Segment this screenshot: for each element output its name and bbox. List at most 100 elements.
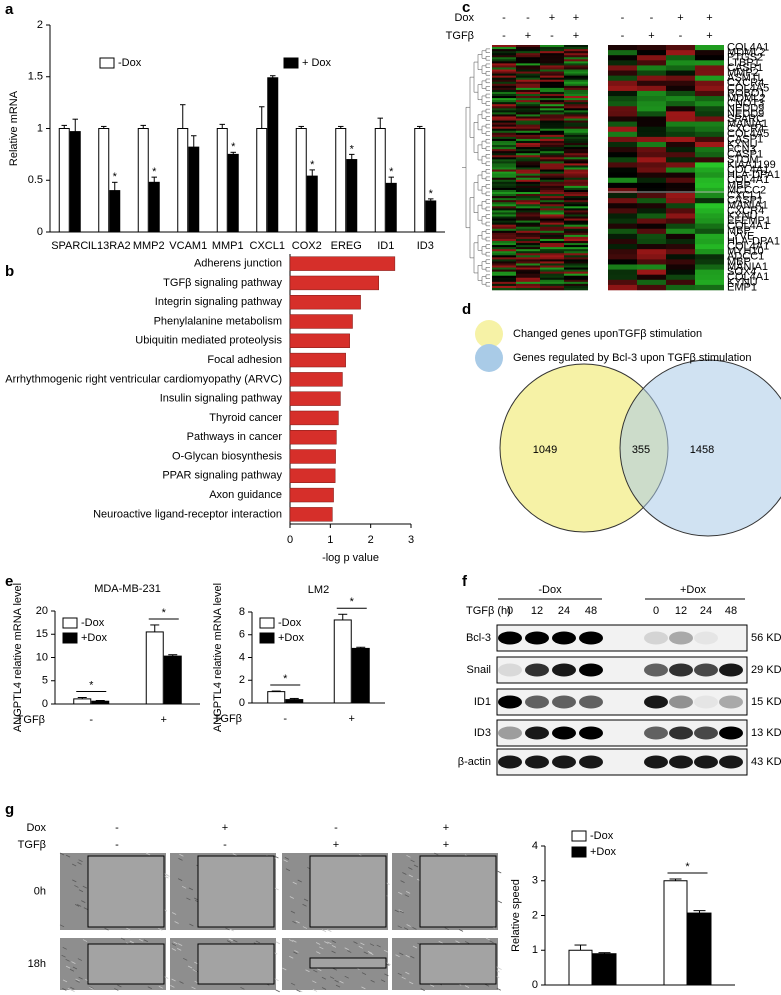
heatmap-cell	[492, 147, 516, 150]
heatmap-cell	[540, 55, 564, 58]
bar	[163, 655, 182, 705]
texture	[78, 889, 84, 893]
heatmap-cell	[492, 79, 516, 83]
heatmap-cell	[492, 232, 516, 236]
texture	[178, 858, 183, 861]
heatmap-sign: -	[621, 30, 625, 42]
texture	[158, 927, 163, 931]
heatmap-cell	[637, 60, 666, 66]
heatmap-cell	[516, 47, 540, 50]
blot-band	[719, 726, 743, 740]
panel-letter: g	[5, 801, 14, 818]
gene-label: CXCL1	[727, 189, 762, 201]
gene-label: CASP1	[727, 149, 763, 161]
texture	[145, 852, 151, 856]
gene-label: LYVE	[727, 230, 754, 242]
heatmap-cell	[516, 143, 540, 146]
heatmap-cell	[540, 63, 564, 66]
blot-time: 48	[585, 605, 597, 617]
texture	[72, 966, 78, 970]
heatmap-cell	[516, 187, 540, 191]
heatmap-cell	[492, 189, 516, 193]
heatmap-cell	[637, 131, 666, 138]
texture	[405, 954, 410, 958]
texture	[383, 949, 389, 953]
heatmap-cell	[564, 114, 588, 117]
heatmap-cell	[516, 87, 540, 91]
bar	[109, 190, 121, 233]
heatmap-cell	[666, 121, 695, 127]
heatmap-cell	[516, 206, 540, 209]
heatmap-cell	[516, 232, 540, 236]
heatmap-cell	[492, 104, 516, 107]
y-tick-label: 0	[42, 698, 48, 710]
bar	[188, 146, 200, 233]
x-tick-label: -	[89, 714, 93, 726]
wound-area	[309, 855, 387, 928]
heatmap-cell	[540, 222, 564, 225]
heatmap-cell	[492, 210, 516, 213]
heatmap-cell	[516, 161, 540, 164]
heatmap-cell	[516, 61, 540, 64]
heatmap-cell	[540, 187, 564, 191]
bar	[295, 128, 307, 233]
heatmap-cell	[608, 177, 637, 184]
heatmap-cell	[666, 106, 695, 112]
y-axis-label: Relative speed	[510, 879, 522, 952]
heatmap-cell	[540, 214, 564, 217]
heatmap-cell	[540, 89, 564, 93]
heatmap-cell	[516, 200, 540, 203]
heatmap-cell	[492, 143, 516, 146]
heatmap-cell	[516, 220, 540, 223]
size-label: 29 KD	[751, 664, 781, 676]
heatmap-cell	[516, 241, 540, 244]
heatmap-cell	[564, 140, 588, 144]
texture	[397, 972, 403, 976]
texture	[403, 927, 409, 931]
heatmap-cell	[492, 181, 516, 185]
heatmap-cell	[492, 255, 516, 258]
heatmap-cell	[695, 244, 724, 250]
heatmap-cell	[564, 138, 588, 142]
blot-band	[579, 726, 603, 740]
texture	[290, 910, 296, 914]
texture	[62, 988, 67, 991]
texture	[313, 969, 318, 973]
heatmap-cell	[564, 208, 588, 211]
texture	[401, 976, 406, 980]
heatmap-cell	[516, 285, 540, 289]
texture	[302, 903, 307, 907]
heatmap-cell	[540, 65, 564, 68]
heatmap-cell	[540, 277, 564, 281]
blot-band	[669, 631, 693, 645]
heatmap-cell	[564, 249, 588, 252]
heatmap-cell	[540, 132, 564, 136]
protein-label: ID3	[474, 727, 491, 739]
heatmap-cell	[492, 204, 516, 207]
texture	[444, 927, 449, 931]
heatmap-cell	[666, 259, 695, 265]
y-tick-label: 2	[37, 19, 43, 31]
heatmap-cell	[695, 75, 724, 82]
heatmap-cell	[637, 162, 666, 168]
texture	[297, 879, 302, 883]
heatmap-cell	[666, 274, 695, 281]
heatmap-cell	[492, 49, 516, 52]
y-tick-label: 5	[42, 675, 48, 687]
heatmap-cell	[516, 183, 540, 187]
heatmap-cell	[516, 194, 540, 197]
heatmap-cell	[540, 202, 564, 205]
blot-band	[525, 695, 549, 709]
heatmap-sign: +	[573, 12, 579, 24]
heatmap-cell	[695, 213, 724, 219]
texture	[327, 941, 332, 945]
blot-band	[579, 631, 603, 645]
heatmap-cell	[608, 182, 637, 189]
heatmap-cell	[516, 151, 540, 154]
legend-swatch	[259, 617, 275, 629]
heatmap-cell	[564, 259, 588, 262]
heatmap-cell	[564, 273, 588, 277]
gene-label: MDML2	[727, 93, 766, 105]
texture	[369, 943, 375, 947]
heatmap-cell	[564, 91, 588, 95]
